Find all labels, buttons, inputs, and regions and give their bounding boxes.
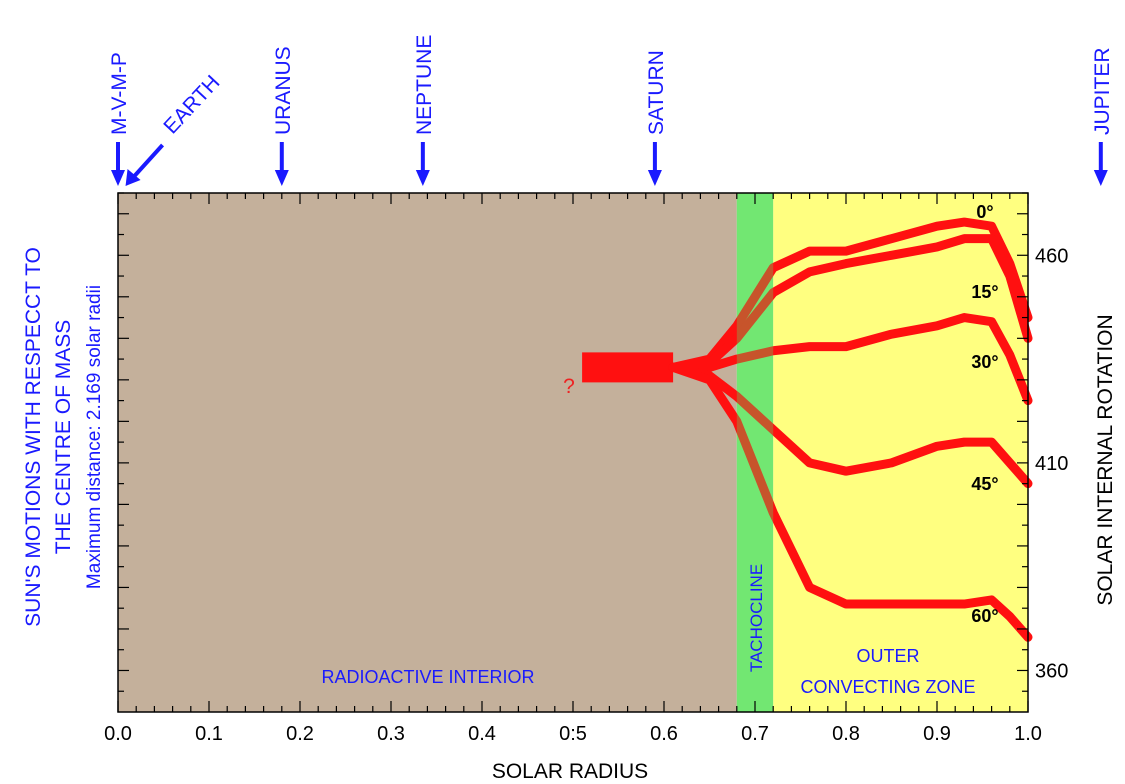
x-tick-label: 0.7 [741, 723, 769, 745]
series-line-1 [668, 234, 1033, 372]
x-tick-label: 0.8 [832, 723, 860, 745]
x-tick-label: 0.0 [104, 723, 132, 745]
x-tick-label: 0.3 [377, 723, 405, 745]
chart-regions [118, 193, 1028, 712]
series-line-3 [668, 362, 1033, 489]
y-tick-label: 410 [1035, 453, 1068, 475]
x-tick-label: 0.9 [923, 723, 951, 745]
planet-arrow [132, 143, 165, 179]
series-label-4: 60° [971, 606, 998, 626]
series-line-4 [668, 362, 1033, 642]
rotation-series: 0° 15° 30° 45° 60° [582, 193, 1033, 712]
region-label-tachocline: TACHOCLINE [747, 564, 766, 672]
y-tick-label: 360 [1035, 660, 1068, 682]
series-label-2: 30° [971, 352, 998, 372]
planet-arrow-head [415, 170, 430, 186]
tachocline-overlay [736, 193, 774, 712]
series-label-0: 0° [976, 202, 993, 222]
y-axis-title: SOLAR INTERNAL ROTATION [1094, 314, 1117, 605]
planet-arrow-head [274, 170, 289, 186]
planet-arrow-head [647, 170, 662, 186]
region-outer-convecting-zone [773, 193, 1028, 712]
series-line-0 [668, 217, 1033, 372]
planet-arrow-head [111, 170, 125, 186]
planet-label: JUPITER [1091, 47, 1114, 135]
planet-label: EARTH [159, 71, 224, 138]
series-label-3: 45° [971, 474, 998, 494]
planet-label: NEPTUNE [413, 35, 436, 135]
planet-arrow-head [1093, 170, 1108, 186]
region-label-outer-2: CONVECTING ZONE [800, 677, 975, 697]
region-radioactive-interior [118, 193, 737, 712]
planet-arrow-head [125, 169, 141, 186]
planet-label: SATURN [645, 50, 668, 135]
planet-markers: M-V-M-P EARTH URANUS NEPTUNE SATURN JUPITER [108, 35, 1114, 186]
region-label-interior: RADIOACTIVE INTERIOR [321, 667, 534, 687]
x-tick-label: 0.4 [468, 723, 496, 745]
x-tick-label: 0.1 [195, 723, 223, 745]
x-axis-ticks: 0.0 0.1 0.2 0.3 0.4 0:5 0.6 0.7 0.8 0.9 1.0 [104, 193, 1042, 745]
core-band [582, 352, 674, 383]
x-tick-label: 0.6 [650, 723, 678, 745]
series-label-1: 15° [971, 282, 998, 302]
planet-label: URANUS [272, 46, 295, 135]
x-tick-label: 0:5 [559, 723, 587, 745]
x-axis-title: SOLAR RADIUS [492, 760, 648, 783]
x-tick-label: 0.2 [286, 723, 314, 745]
left-title-line-3: Maximum distance: 2.169 solar radii [84, 285, 105, 589]
region-label-outer-1: OUTER [857, 646, 920, 666]
left-title-line-2: THE CENTRE OF MASS [52, 320, 75, 555]
series-line-2 [668, 313, 1033, 406]
question-mark: ? [563, 375, 575, 398]
y-axis-ticks: 360 410 460 [118, 192, 1068, 692]
left-title-line-1: SUN'S MOTIONS WITH RESPECCT TO [22, 247, 45, 627]
y-tick-label: 460 [1035, 245, 1068, 267]
x-tick-label: 1.0 [1014, 723, 1042, 745]
planet-label: M-V-M-P [108, 52, 131, 135]
